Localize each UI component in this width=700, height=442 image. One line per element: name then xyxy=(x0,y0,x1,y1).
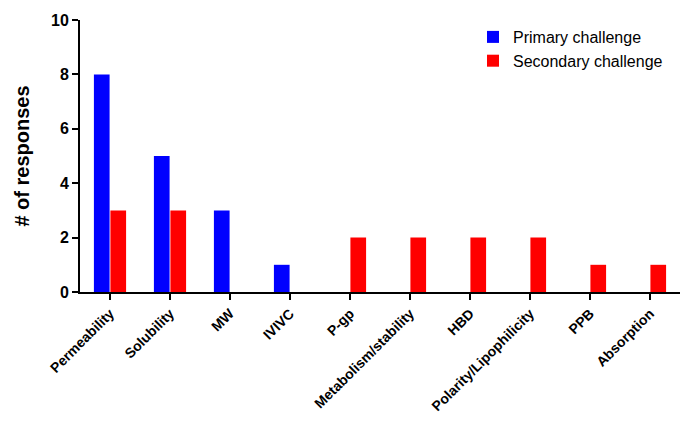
svg-text:8: 8 xyxy=(60,66,69,83)
svg-text:MW: MW xyxy=(208,305,237,334)
svg-text:Solubility: Solubility xyxy=(121,305,177,361)
svg-text:Metabolism/stability: Metabolism/stability xyxy=(311,305,417,411)
svg-text:Polarity/Lipophilicity: Polarity/Lipophilicity xyxy=(428,305,537,414)
svg-text:6: 6 xyxy=(60,120,69,137)
svg-text:HBD: HBD xyxy=(444,306,477,339)
svg-text:Absorption: Absorption xyxy=(593,306,657,370)
svg-text:PPB: PPB xyxy=(565,306,597,338)
svg-text:Primary challenge: Primary challenge xyxy=(513,29,641,46)
svg-text:# of responses: # of responses xyxy=(11,85,33,226)
svg-text:Permeability: Permeability xyxy=(47,305,117,375)
svg-text:10: 10 xyxy=(51,12,69,29)
svg-text:Secondary challenge: Secondary challenge xyxy=(513,53,663,70)
svg-text:0: 0 xyxy=(60,284,69,301)
svg-text:IVIVC: IVIVC xyxy=(260,306,297,343)
svg-text:4: 4 xyxy=(60,175,69,192)
svg-text:P-gp: P-gp xyxy=(324,306,357,339)
svg-text:2: 2 xyxy=(60,229,69,246)
